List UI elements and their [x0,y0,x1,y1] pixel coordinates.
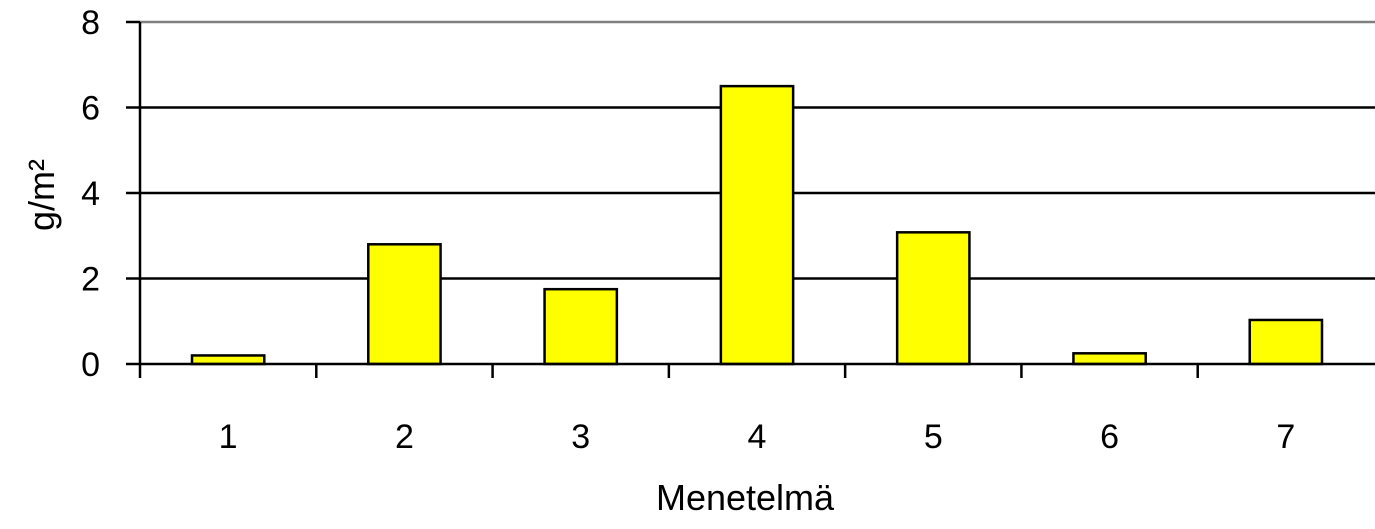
bar-4 [719,84,795,366]
y-tick-label-2: 2 [81,261,100,299]
y-tick-label-4: 4 [81,175,100,213]
x-tick-labels: 1 2 3 4 5 6 7 [219,418,1296,456]
y-tick-label-0: 0 [81,346,100,384]
x-tick-label-1: 1 [219,418,238,456]
bar-2 [367,243,442,366]
x-axis-title: Menetelmä [656,477,835,518]
bar-3 [543,287,619,366]
bar-6 [1072,352,1147,366]
y-tick-label-8: 8 [81,4,100,42]
x-tick-label-3: 3 [571,418,590,456]
bar-5 [895,231,971,366]
y-tick-labels: 0 2 4 6 8 [81,4,100,384]
y-tick-label-6: 6 [81,90,100,128]
x-tick-label-6: 6 [1100,418,1119,456]
x-tick-label-4: 4 [748,418,767,456]
x-tick-label-2: 2 [395,418,414,456]
x-tick-label-5: 5 [924,418,943,456]
axes [126,20,1375,378]
bar-7 [1248,318,1324,366]
bar-1 [190,354,266,366]
x-tick-label-7: 7 [1276,418,1295,456]
y-axis-title: g/m² [21,159,62,231]
bars [190,84,1324,366]
